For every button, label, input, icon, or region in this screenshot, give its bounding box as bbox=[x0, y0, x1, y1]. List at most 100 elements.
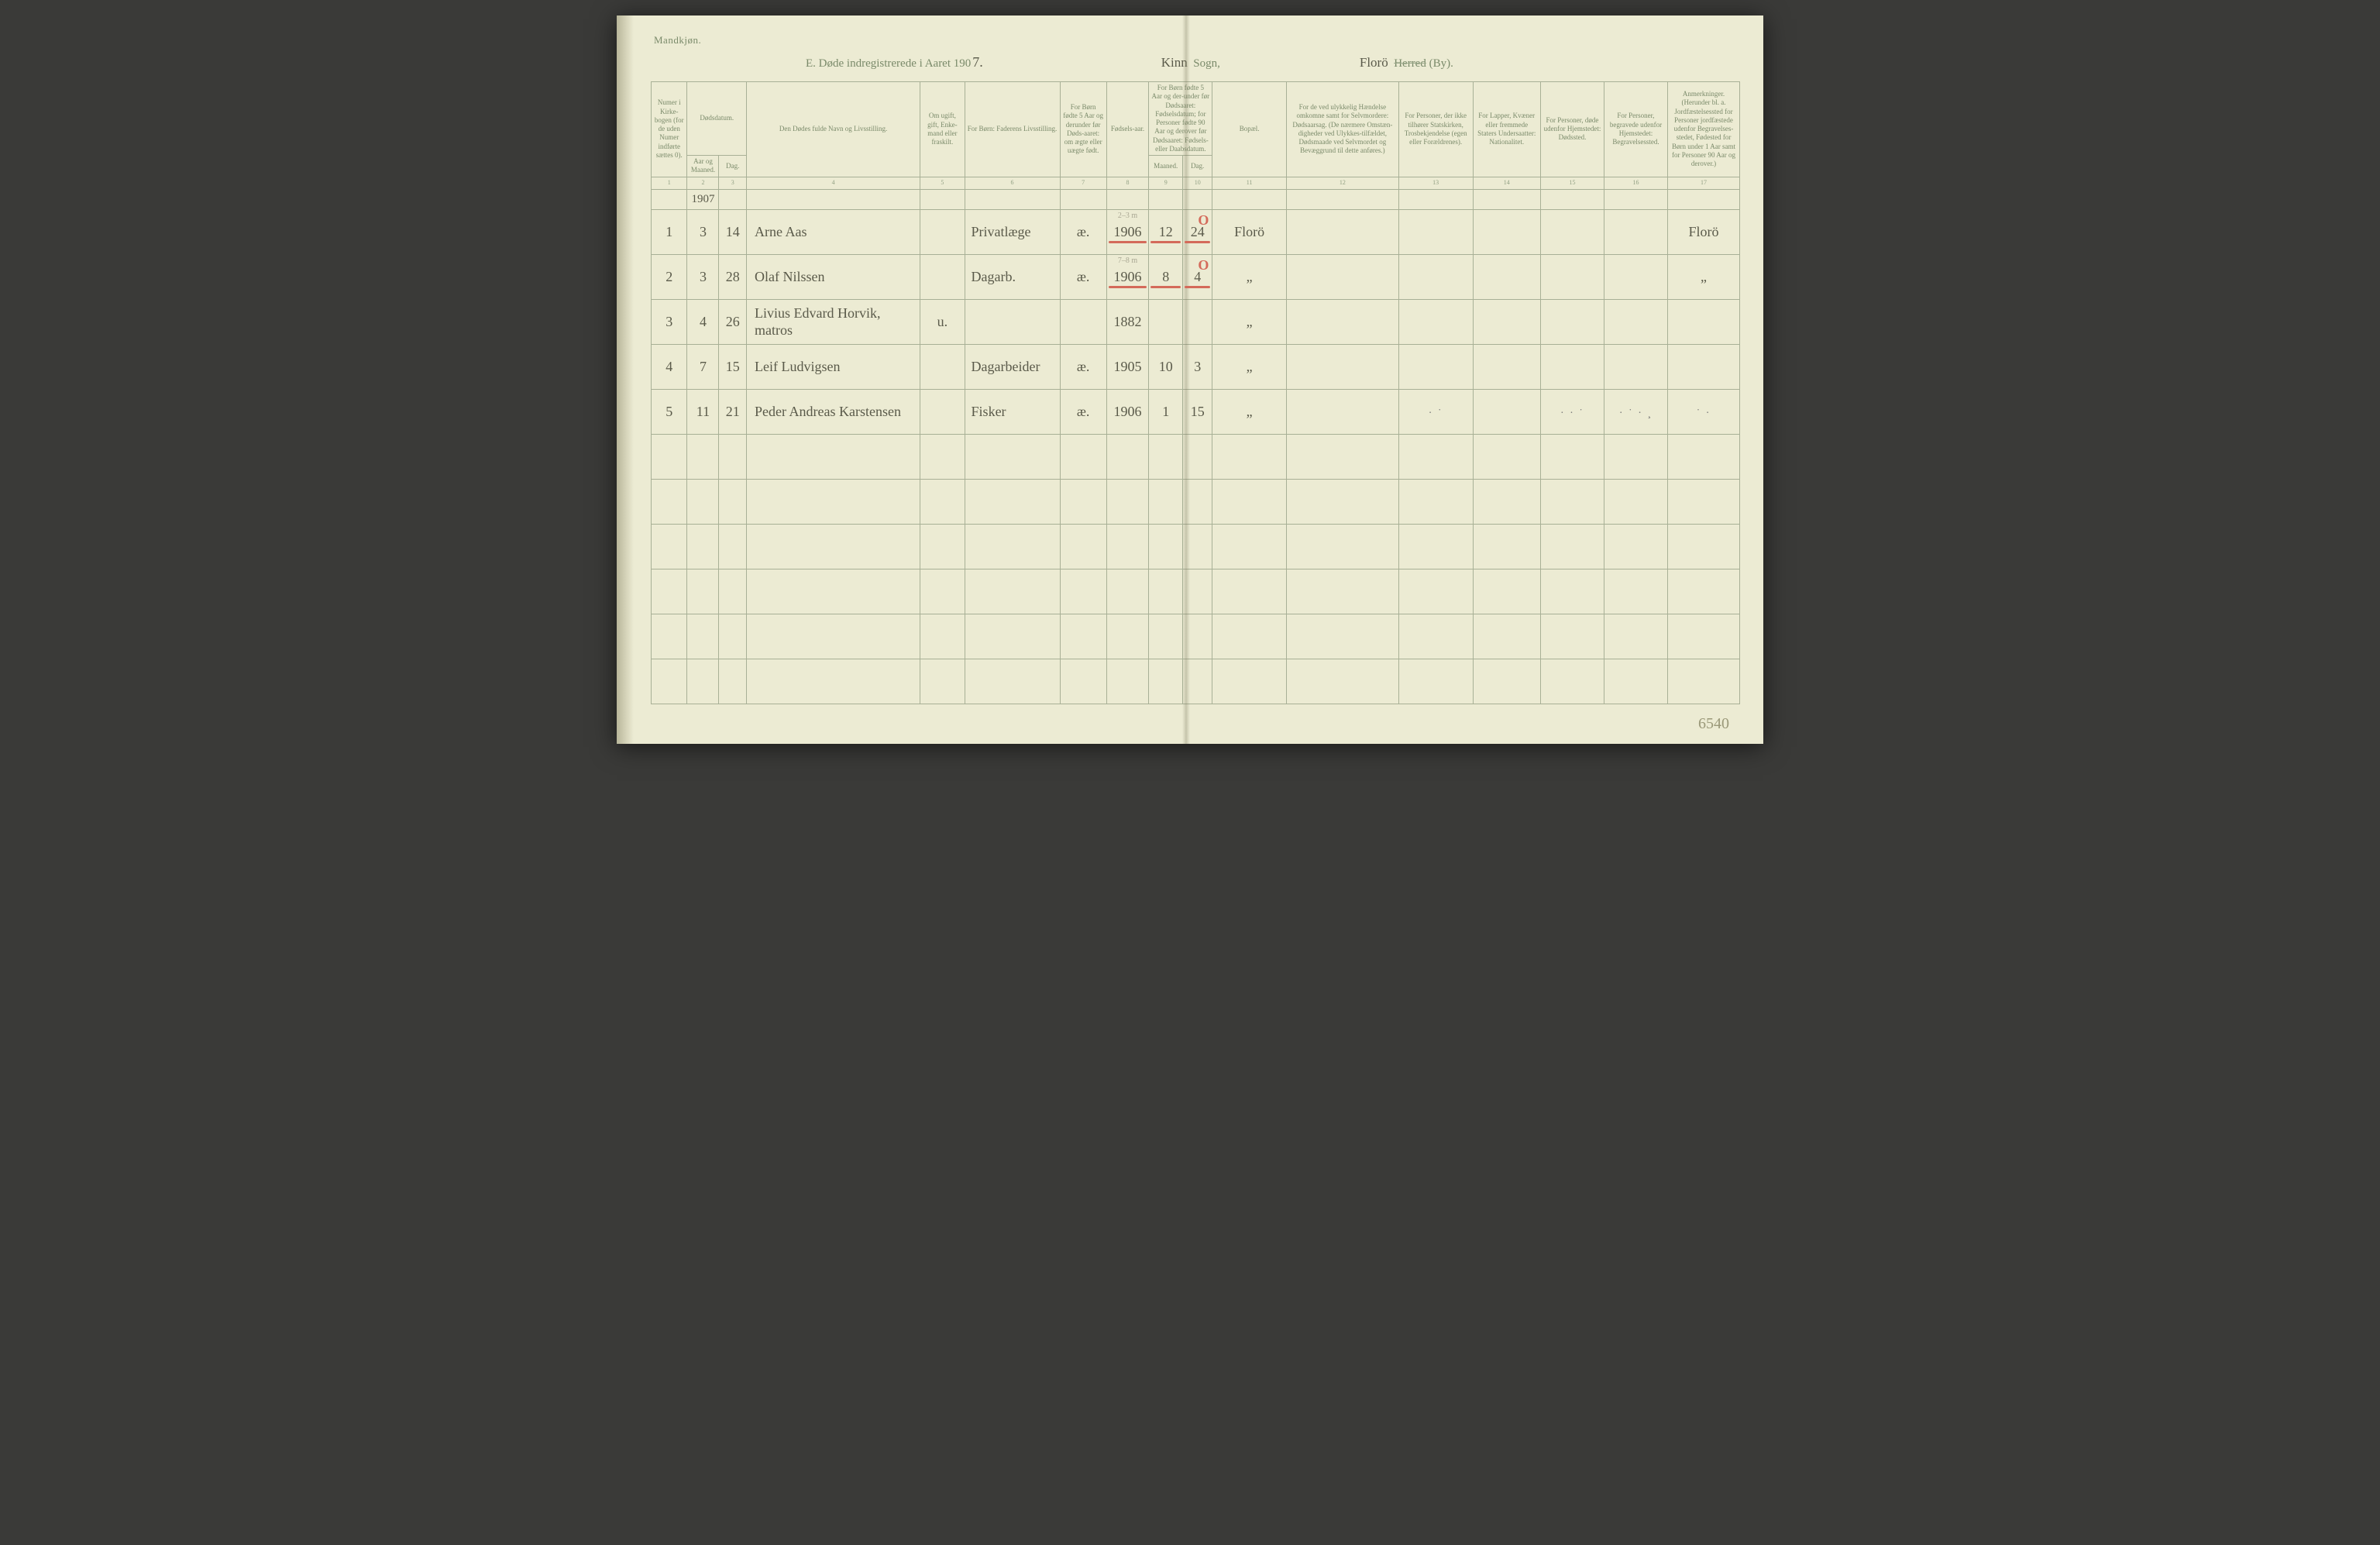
cell bbox=[747, 659, 920, 704]
cell bbox=[1473, 434, 1540, 479]
cell: 15 bbox=[1183, 389, 1212, 434]
cell bbox=[719, 614, 747, 659]
colnum-cell: 12 bbox=[1286, 177, 1398, 189]
herred-name: Florö bbox=[1360, 55, 1388, 70]
cell bbox=[1106, 614, 1149, 659]
cell bbox=[1604, 659, 1667, 704]
cell: 3 bbox=[1183, 344, 1212, 389]
cell bbox=[1286, 209, 1398, 254]
cell bbox=[1286, 189, 1398, 209]
cell: 4O bbox=[1183, 254, 1212, 299]
cell bbox=[1398, 254, 1473, 299]
blank-row bbox=[652, 614, 1740, 659]
colnum-cell: 10 bbox=[1183, 177, 1212, 189]
cell bbox=[1286, 299, 1398, 344]
cell bbox=[652, 614, 687, 659]
cell bbox=[1667, 659, 1739, 704]
cell: 1882 bbox=[1106, 299, 1149, 344]
year-handwritten: 7. bbox=[972, 54, 983, 70]
cell bbox=[1398, 434, 1473, 479]
cell: Dagarbeider bbox=[965, 344, 1060, 389]
cell bbox=[1604, 209, 1667, 254]
cell bbox=[1540, 569, 1604, 614]
cell bbox=[1183, 614, 1212, 659]
cell: æ. bbox=[1060, 209, 1106, 254]
cell bbox=[965, 614, 1060, 659]
cell: 4 bbox=[687, 299, 719, 344]
hdr-death-day: Dag. bbox=[719, 156, 747, 177]
cell bbox=[1667, 434, 1739, 479]
cell bbox=[1183, 299, 1212, 344]
colnum-cell: 5 bbox=[920, 177, 965, 189]
blank-row bbox=[652, 434, 1740, 479]
page-number: 6540 bbox=[1698, 715, 1729, 733]
cell bbox=[652, 569, 687, 614]
cell bbox=[1604, 299, 1667, 344]
hdr-birthyear: Fødsels-aar. bbox=[1106, 82, 1149, 177]
cell: 19067–8 m bbox=[1106, 254, 1149, 299]
colnum-cell: 15 bbox=[1540, 177, 1604, 189]
cell bbox=[1286, 479, 1398, 524]
cell bbox=[1212, 524, 1287, 569]
cell: 26 bbox=[719, 299, 747, 344]
cell bbox=[1667, 524, 1739, 569]
cell bbox=[1667, 344, 1739, 389]
blank-row bbox=[652, 569, 1740, 614]
cell bbox=[920, 479, 965, 524]
cell: 2 bbox=[652, 254, 687, 299]
cell: 1907 bbox=[687, 189, 719, 209]
gender-label: Mandkjøn. bbox=[654, 34, 1740, 46]
cell: 4 bbox=[652, 344, 687, 389]
cell bbox=[1106, 434, 1149, 479]
cell bbox=[687, 614, 719, 659]
cell: Fisker bbox=[965, 389, 1060, 434]
hdr-name: Den Dødes fulde Navn og Livsstilling. bbox=[747, 82, 920, 177]
table-header: Numer i Kirke-bogen (for de uden Numer i… bbox=[652, 82, 1740, 177]
blank-row bbox=[652, 479, 1740, 524]
cell bbox=[652, 659, 687, 704]
hdr-notes: Anmerkninger. (Herunder bl. a. Jordfæste… bbox=[1667, 82, 1739, 177]
cell bbox=[1540, 524, 1604, 569]
sogn-label: Sogn, bbox=[1193, 57, 1220, 70]
cell: 3 bbox=[687, 209, 719, 254]
sogn-name: Kinn bbox=[1161, 55, 1188, 70]
cell bbox=[1473, 614, 1540, 659]
cell: 1 bbox=[1149, 389, 1183, 434]
year-header-row: 1907 bbox=[652, 189, 1740, 209]
cell: 24O bbox=[1183, 209, 1212, 254]
cell bbox=[747, 189, 920, 209]
cell: · ˙ bbox=[1398, 389, 1473, 434]
cell bbox=[1473, 254, 1540, 299]
cell bbox=[1398, 614, 1473, 659]
cell: Florö bbox=[1212, 209, 1287, 254]
cell: 1905 bbox=[1106, 344, 1149, 389]
cell bbox=[1106, 479, 1149, 524]
cell bbox=[719, 524, 747, 569]
hdr-residence: Bopæl. bbox=[1212, 82, 1287, 177]
cell bbox=[1540, 209, 1604, 254]
cell bbox=[1286, 389, 1398, 434]
cell bbox=[920, 434, 965, 479]
cell: · · ˙ bbox=[1540, 389, 1604, 434]
cell: u. bbox=[920, 299, 965, 344]
cell bbox=[652, 434, 687, 479]
cell bbox=[1106, 524, 1149, 569]
cell bbox=[1212, 189, 1287, 209]
cell bbox=[965, 299, 1060, 344]
register-table: Numer i Kirke-bogen (for de uden Numer i… bbox=[651, 81, 1740, 704]
cell: Florö bbox=[1667, 209, 1739, 254]
cell bbox=[1286, 254, 1398, 299]
cell bbox=[965, 569, 1060, 614]
herred-label-struck: Herred bbox=[1394, 57, 1426, 70]
cell bbox=[1667, 569, 1739, 614]
cell bbox=[1540, 254, 1604, 299]
cell: „ bbox=[1212, 344, 1287, 389]
cell bbox=[687, 434, 719, 479]
cell bbox=[1212, 614, 1287, 659]
cell bbox=[1604, 254, 1667, 299]
hdr-marital: Om ugift, gift, Enke-mand eller fraskilt… bbox=[920, 82, 965, 177]
cell bbox=[1473, 299, 1540, 344]
cell bbox=[719, 189, 747, 209]
cell bbox=[1060, 299, 1106, 344]
cell: 12 bbox=[1149, 209, 1183, 254]
